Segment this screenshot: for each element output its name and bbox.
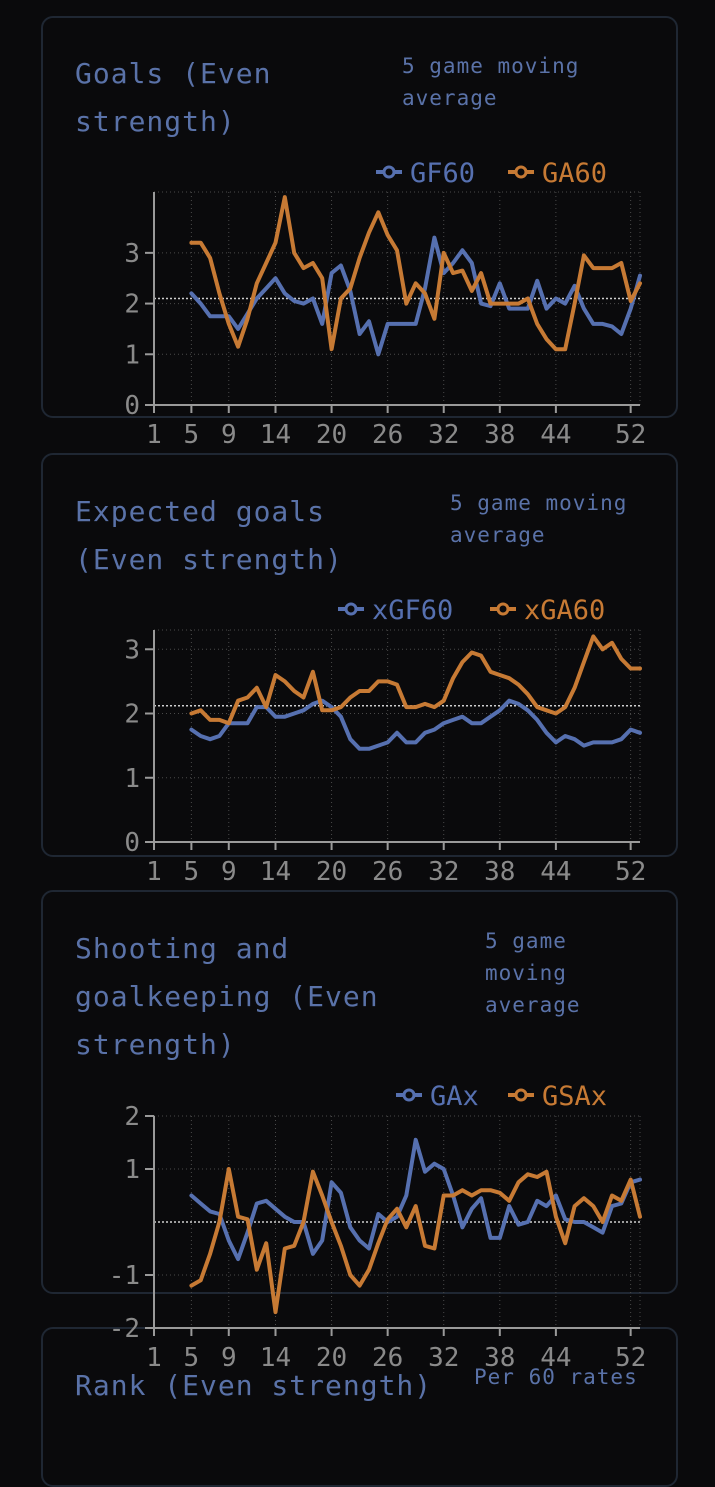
x-tick-label: 20 [316, 420, 347, 450]
x-tick-label: 38 [484, 857, 515, 887]
x-tick-label: 9 [221, 420, 237, 450]
goals-subtitle-line1: 5 game moving [402, 54, 580, 78]
x-tick-label: 26 [372, 857, 403, 887]
shooting-subtitle-line1: 5 game [485, 929, 567, 953]
goals-title-line1: Goals (Even [75, 57, 272, 90]
expected-goals-title-line2: (Even strength) [75, 543, 343, 576]
x-tick-label: 32 [428, 420, 459, 450]
x-tick-label: 32 [428, 857, 459, 887]
shooting-title-line2: goalkeeping (Even [75, 980, 379, 1013]
expected-goals-title-line1: Expected goals [75, 495, 326, 528]
shooting-subtitle-line2: moving [485, 961, 567, 985]
shooting-subtitle-line3: average [485, 993, 581, 1017]
x-tick-label: 14 [260, 420, 291, 450]
shooting-title-line1: Shooting and [75, 932, 290, 965]
rank-subtitle: Per 60 rates [474, 1365, 638, 1389]
x-tick-label: 5 [184, 857, 200, 887]
x-tick-label: 44 [540, 420, 571, 450]
shooting-title-line3: strength) [75, 1028, 236, 1061]
expected-goals-subtitle-line1: 5 game moving [450, 491, 628, 515]
x-tick-label: 1 [146, 420, 162, 450]
rank-title: Rank (Even strength) [75, 1369, 433, 1402]
goals-title-line2: strength) [75, 105, 236, 138]
x-tick-label: 52 [615, 857, 646, 887]
x-tick-label: 14 [260, 857, 291, 887]
x-tick-label: 20 [316, 857, 347, 887]
x-tick-label: 44 [540, 857, 571, 887]
x-tick-label: 5 [184, 420, 200, 450]
x-tick-label: 1 [146, 857, 162, 887]
x-tick-label: 26 [372, 420, 403, 450]
x-tick-label: 9 [221, 857, 237, 887]
expected-goals-subtitle-line2: average [450, 523, 546, 547]
x-tick-label: 38 [484, 420, 515, 450]
x-tick-label: 52 [615, 420, 646, 450]
goals-subtitle-line2: average [402, 86, 498, 110]
